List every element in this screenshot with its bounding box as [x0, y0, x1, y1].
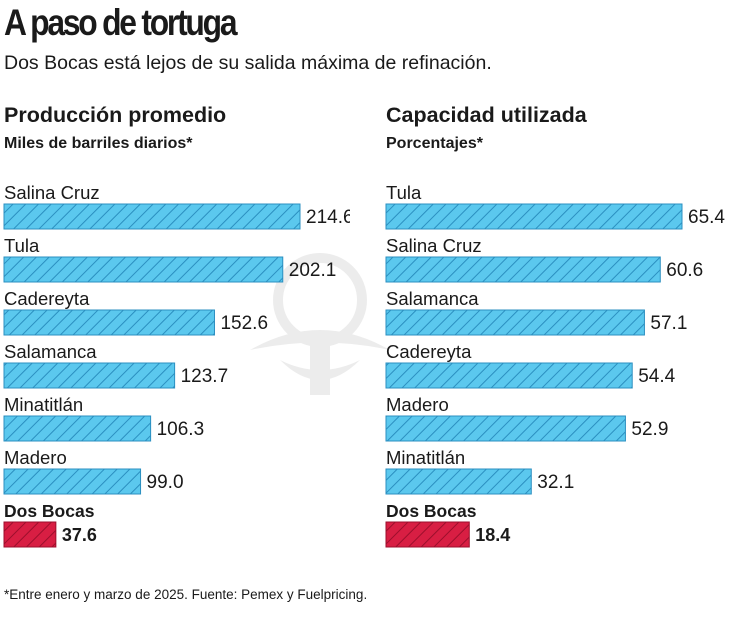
bar-tula	[385, 203, 683, 230]
bar-salina-cruz	[3, 203, 301, 230]
footnote: *Entre enero y marzo de 2025. Fuente: Pe…	[4, 587, 368, 602]
bar-value-label-madero: 52.9	[631, 419, 668, 440]
bar-dos-bocas	[3, 521, 57, 548]
bar-value-label-salina-cruz: 60.6	[666, 260, 703, 281]
bar-category-label-minatitlan: Minatitlán	[386, 447, 465, 468]
bar-category-label-madero: Madero	[4, 447, 67, 468]
bar-minatitlan	[385, 468, 532, 495]
bar-value-label-salamanca: 123.7	[181, 366, 229, 387]
capacity-chart-title: Capacidad utilizada	[386, 103, 587, 127]
watermark-eagle-icon	[250, 253, 390, 395]
capacity-chart-unit: Porcentajes*	[386, 135, 483, 152]
production-bars: Salina Cruz 214.6 Tula 202.1 Cadereyta 152.6 S…	[3, 182, 350, 548]
bar-category-label-madero: Madero	[386, 394, 449, 415]
chart-subtitle: Dos Bocas está lejos de su salida máxima…	[4, 52, 492, 74]
bar-value-label-minatitlan: 106.3	[157, 419, 205, 440]
bar-dos-bocas	[385, 521, 470, 548]
bar-category-label-minatitlan: Minatitlán	[4, 394, 83, 415]
bar-value-label-salina-cruz: 214.6	[306, 207, 350, 228]
production-chart-unit: Miles de barriles diarios*	[4, 135, 193, 152]
bar-salamanca	[385, 309, 645, 336]
bar-cadereyta	[385, 362, 633, 389]
bar-category-label-tula: Tula	[386, 182, 422, 203]
bar-value-label-tula: 65.4	[688, 207, 725, 228]
capacity-bars: Tula 65.4 Salina Cruz 60.6 Salamanca 57.1 Cade…	[385, 182, 725, 548]
chart-title: A paso de tortuga	[4, 2, 238, 43]
bar-category-label-dos-bocas: Dos Bocas	[386, 501, 477, 521]
bar-category-label-salamanca: Salamanca	[4, 341, 97, 362]
capacity-chart: Capacidad utilizada Porcentajes* Tula 65.…	[382, 0, 732, 560]
bar-value-label-cadereyta: 152.6	[220, 313, 268, 334]
bar-value-label-madero: 99.0	[147, 472, 184, 493]
bar-tula	[3, 256, 284, 283]
bar-value-label-dos-bocas: 18.4	[475, 525, 510, 545]
bar-value-label-minatitlan: 32.1	[537, 472, 574, 493]
bar-madero	[3, 468, 142, 495]
bar-cadereyta	[3, 309, 215, 336]
bar-salamanca	[3, 362, 176, 389]
bar-salina-cruz	[385, 256, 661, 283]
bar-category-label-salina-cruz: Salina Cruz	[386, 235, 482, 256]
bar-category-label-salina-cruz: Salina Cruz	[4, 182, 100, 203]
bar-category-label-cadereyta: Cadereyta	[386, 341, 472, 362]
bar-category-label-tula: Tula	[4, 235, 40, 256]
bar-value-label-dos-bocas: 37.6	[62, 525, 97, 545]
bar-category-label-dos-bocas: Dos Bocas	[4, 501, 95, 521]
bar-category-label-cadereyta: Cadereyta	[4, 288, 90, 309]
bar-madero	[385, 415, 626, 442]
bar-value-label-cadereyta: 54.4	[638, 366, 675, 387]
production-chart-title: Producción promedio	[4, 103, 227, 127]
production-chart: Producción promedio Miles de barriles di…	[0, 0, 350, 560]
bar-value-label-tula: 202.1	[289, 260, 337, 281]
bar-value-label-salamanca: 57.1	[650, 313, 687, 334]
bar-category-label-salamanca: Salamanca	[386, 288, 479, 309]
bar-minatitlan	[3, 415, 152, 442]
